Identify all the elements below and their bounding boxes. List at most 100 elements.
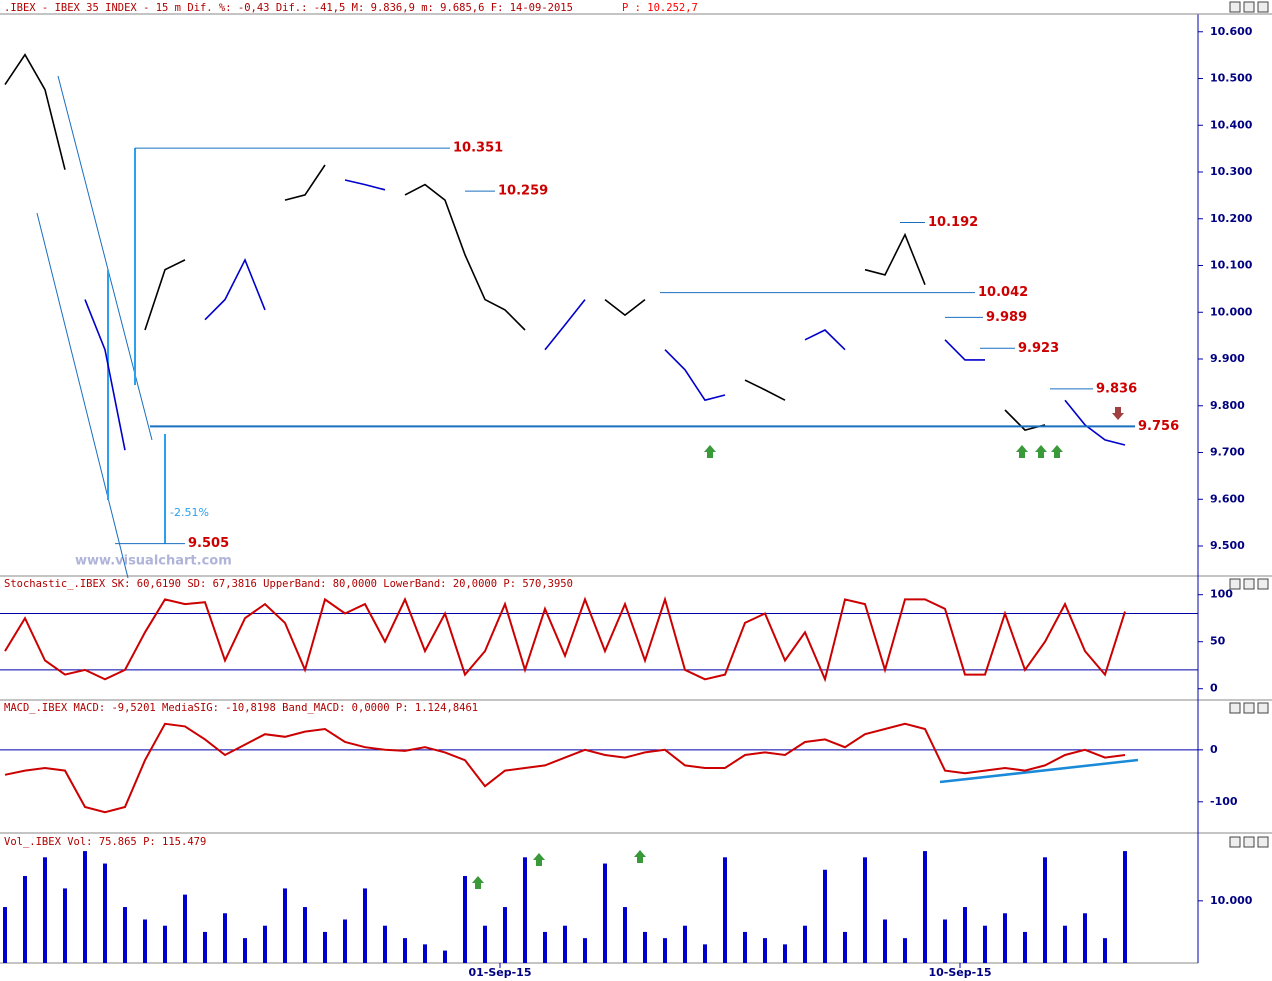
y-tick-label: 10.500 xyxy=(1210,72,1253,85)
y-tick-label: 10.600 xyxy=(1210,25,1253,38)
volume-bar xyxy=(1063,925,1067,963)
y-tick-label: 10.400 xyxy=(1210,118,1253,131)
volume-bar xyxy=(1103,938,1107,963)
volume-bar xyxy=(323,931,327,963)
y-tick-label: 0 xyxy=(1210,743,1218,756)
volume-bar xyxy=(483,925,487,963)
volume-bar xyxy=(803,925,807,963)
volume-bar xyxy=(623,907,627,963)
y-tick-label: 10.000 xyxy=(1210,894,1253,907)
x-tick-label: 10-Sep-15 xyxy=(928,966,991,979)
stochastic-header: Stochastic_.IBEX SK: 60,6190 SD: 67,3816… xyxy=(4,578,573,590)
volume-bar xyxy=(463,875,467,963)
series-line xyxy=(4,722,1126,814)
volume-bar xyxy=(283,888,287,963)
macd-header: MACD_.IBEX MACD: -9,5201 MediaSIG: -10,8… xyxy=(4,702,478,714)
y-tick-label: 10.000 xyxy=(1210,305,1253,318)
volume-bar xyxy=(183,894,187,963)
volume-bar xyxy=(203,931,207,963)
x-tick-label: 01-Sep-15 xyxy=(468,966,531,979)
volume-bar xyxy=(103,863,107,963)
y-tick-label: 10.200 xyxy=(1210,212,1253,225)
level-label: 10.042 xyxy=(978,285,1028,300)
y-tick-label: 100 xyxy=(1210,588,1233,601)
volume-bar xyxy=(943,919,947,963)
volume-bar xyxy=(883,919,887,963)
volume-bar xyxy=(523,857,527,963)
level-label: 10.351 xyxy=(453,141,503,156)
y-tick-label: -100 xyxy=(1210,795,1238,808)
y-tick-label: 9.600 xyxy=(1210,492,1245,505)
y-tick-label: 9.900 xyxy=(1210,352,1245,365)
volume-bar xyxy=(683,925,687,963)
volume-bar xyxy=(423,944,427,963)
volume-bar xyxy=(703,944,707,963)
measure-label: -2.51% xyxy=(170,506,209,519)
volume-bar xyxy=(123,907,127,963)
y-tick-label: 10.100 xyxy=(1210,259,1253,272)
volume-bar xyxy=(663,938,667,963)
volume-bar xyxy=(263,925,267,963)
y-tick-label: 10.300 xyxy=(1210,165,1253,178)
watermark: www.visualchart.com xyxy=(75,554,232,569)
level-label: 9.989 xyxy=(986,310,1027,325)
volume-bar xyxy=(583,938,587,963)
y-tick-label: 9.500 xyxy=(1210,539,1245,552)
volume-bar xyxy=(1043,857,1047,963)
volume-bar xyxy=(383,925,387,963)
window-buttons[interactable] xyxy=(1229,1,1269,848)
volume-bar xyxy=(963,907,967,963)
signal-arrows xyxy=(472,407,1124,889)
volume-bar xyxy=(903,938,907,963)
volume-bar xyxy=(743,931,747,963)
price-header: .IBEX - IBEX 35 INDEX - 15 m Dif. %: -0,… xyxy=(4,2,573,14)
series-line xyxy=(4,595,1126,683)
volume-bar xyxy=(163,925,167,963)
volume-bar xyxy=(83,851,87,963)
volume-bar xyxy=(303,907,307,963)
level-label: 9.756 xyxy=(1138,419,1179,434)
volume-bar xyxy=(543,931,547,963)
volume-bar xyxy=(223,913,227,963)
volume-bar xyxy=(1003,913,1007,963)
volume-bar xyxy=(503,907,507,963)
trend-lines xyxy=(36,75,1139,784)
series-line xyxy=(4,53,1046,431)
level-label: 9.836 xyxy=(1096,381,1137,396)
volume-bar xyxy=(43,857,47,963)
volume-bar xyxy=(403,938,407,963)
volume-bar xyxy=(603,863,607,963)
volume-bar xyxy=(983,925,987,963)
volume-bar xyxy=(243,938,247,963)
volume-bar xyxy=(1083,913,1087,963)
volume-bar xyxy=(143,919,147,963)
y-tick-label: 50 xyxy=(1210,635,1226,648)
level-label: 9.923 xyxy=(1018,341,1059,356)
y-tick-label: 9.700 xyxy=(1210,446,1245,459)
volume-bar xyxy=(763,938,767,963)
volume-bar xyxy=(63,888,67,963)
volume-bar xyxy=(783,944,787,963)
volume-bar xyxy=(23,875,27,963)
y-tick-label: 9.800 xyxy=(1210,399,1245,412)
level-label: 10.192 xyxy=(928,215,978,230)
volume-bar xyxy=(923,851,927,963)
price-header-last: P : 10.252,7 xyxy=(622,2,698,14)
level-label: 9.505 xyxy=(188,536,229,551)
volume-bar xyxy=(843,931,847,963)
y-tick-label: 0 xyxy=(1210,682,1218,695)
volume-bar xyxy=(863,857,867,963)
volume-bar xyxy=(343,919,347,963)
volume-bar xyxy=(1023,931,1027,963)
volume-bar xyxy=(823,869,827,963)
volume-bar xyxy=(1123,851,1127,963)
volume-header: Vol_.IBEX Vol: 75.865 P: 115.479 xyxy=(4,836,206,848)
level-label: 10.259 xyxy=(498,184,548,199)
volume-bar xyxy=(363,888,367,963)
volume-bar xyxy=(723,857,727,963)
volume-bar xyxy=(643,931,647,963)
volume-bar xyxy=(443,950,447,963)
volume-bar xyxy=(563,925,567,963)
